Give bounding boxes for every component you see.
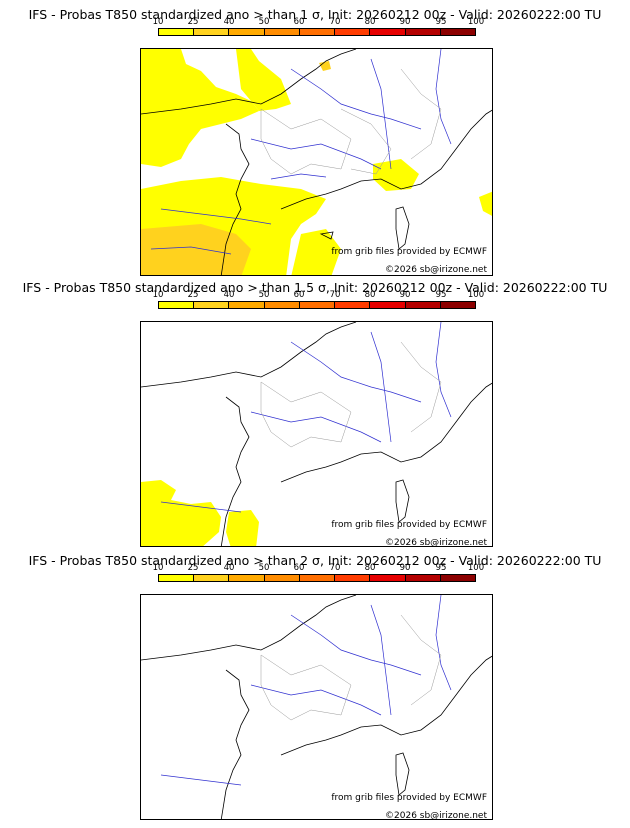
map-panel-1: IFS - Probas T850 standardized ano > tha… [0, 0, 630, 276]
map-frame: from grib files provided by ECMWF ©2026 … [140, 594, 493, 820]
colorbar [158, 28, 476, 36]
colorbar [158, 301, 476, 309]
colorbar-segment [299, 575, 336, 581]
tick-label: 80 [364, 290, 376, 300]
colorbar-segment [335, 302, 371, 308]
colorbar-segment [440, 302, 475, 308]
tick-label: 50 [258, 563, 270, 573]
tick-label: 40 [223, 290, 235, 300]
colorbar-segment [335, 575, 371, 581]
copyright: ©2026 sb@irizone.net [385, 538, 487, 547]
colorbar-ticks: 10 25 40 50 60 70 80 90 95 100 [153, 17, 485, 27]
tick-label: 25 [187, 17, 199, 27]
colorbar-segment [229, 29, 265, 35]
colorbar [158, 574, 476, 582]
tick-label: 100 [467, 563, 485, 573]
tick-label: 25 [187, 290, 199, 300]
tick-label: 10 [152, 563, 164, 573]
colorbar-ticks: 10 25 40 50 60 70 80 90 95 100 [153, 563, 485, 573]
data-credit: from grib files provided by ECMWF [331, 520, 487, 530]
tick-label: 80 [364, 563, 376, 573]
copyright: ©2026 sb@irizone.net [385, 811, 487, 820]
panel-title: IFS - Probas T850 standardized ano > tha… [28, 553, 602, 568]
colorbar-segment [405, 29, 441, 35]
map-drawing [141, 322, 492, 546]
tick-label: 95 [435, 17, 447, 27]
map-drawing [141, 49, 492, 275]
tick-label: 90 [399, 290, 411, 300]
tick-label: 70 [329, 17, 341, 27]
colorbar-segment [264, 29, 300, 35]
tick-label: 95 [435, 290, 447, 300]
colorbar-segment [370, 575, 406, 581]
data-credit: from grib files provided by ECMWF [331, 793, 487, 803]
map-frame: from grib files provided by ECMWF ©2026 … [140, 321, 493, 547]
panel-title: IFS - Probas T850 standardized ano > tha… [28, 7, 602, 22]
panel-title: IFS - Probas T850 standardized ano > tha… [22, 280, 608, 295]
tick-label: 40 [223, 17, 235, 27]
tick-label: 10 [152, 17, 164, 27]
tick-label: 70 [329, 290, 341, 300]
tick-label: 100 [467, 290, 485, 300]
tick-label: 60 [293, 563, 305, 573]
map-drawing [141, 595, 492, 819]
colorbar-segment [299, 29, 336, 35]
tick-label: 90 [399, 17, 411, 27]
tick-label: 80 [364, 17, 376, 27]
colorbar-segment [440, 575, 475, 581]
tick-label: 100 [467, 17, 485, 27]
tick-label: 50 [258, 290, 270, 300]
tick-label: 60 [293, 17, 305, 27]
tick-label: 50 [258, 17, 270, 27]
tick-label: 60 [293, 290, 305, 300]
copyright: ©2026 sb@irizone.net [385, 265, 487, 275]
colorbar-ticks: 10 25 40 50 60 70 80 90 95 100 [153, 290, 485, 300]
map-panel-2: IFS - Probas T850 standardized ano > tha… [0, 273, 630, 549]
tick-label: 25 [187, 563, 199, 573]
colorbar-segment [405, 575, 441, 581]
colorbar-segment [159, 29, 195, 35]
map-panel-3: IFS - Probas T850 standardized ano > tha… [0, 546, 630, 822]
colorbar-segment [194, 575, 230, 581]
colorbar-segment [229, 575, 265, 581]
colorbar-segment [405, 302, 441, 308]
colorbar-segment [194, 302, 230, 308]
colorbar-segment [159, 575, 195, 581]
data-credit: from grib files provided by ECMWF [331, 247, 487, 257]
colorbar-segment [264, 302, 300, 308]
tick-label: 90 [399, 563, 411, 573]
colorbar-segment [335, 29, 371, 35]
tick-label: 70 [329, 563, 341, 573]
colorbar-segment [440, 29, 475, 35]
tick-label: 10 [152, 290, 164, 300]
colorbar-segment [370, 302, 406, 308]
colorbar-segment [299, 302, 336, 308]
colorbar-segment [229, 302, 265, 308]
tick-label: 95 [435, 563, 447, 573]
map-frame: from grib files provided by ECMWF ©2026 … [140, 48, 493, 276]
colorbar-segment [264, 575, 300, 581]
colorbar-segment [159, 302, 195, 308]
colorbar-segment [370, 29, 406, 35]
tick-label: 40 [223, 563, 235, 573]
colorbar-segment [194, 29, 230, 35]
